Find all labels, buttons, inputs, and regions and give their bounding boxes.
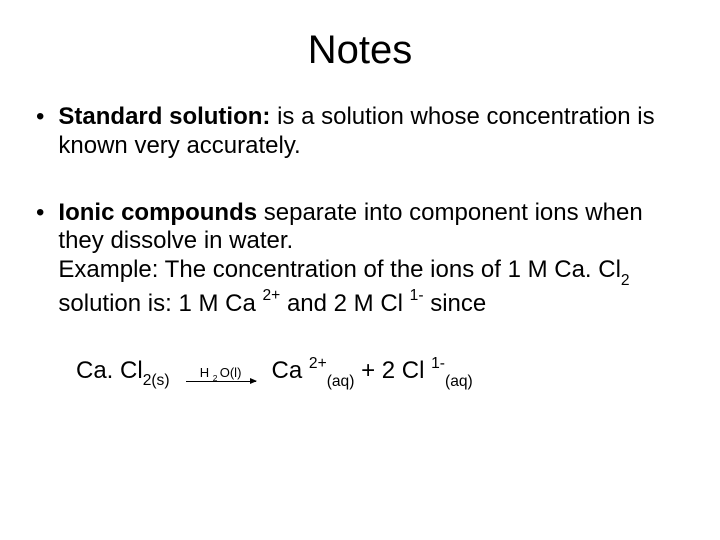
reaction-arrow: H 2 O(l) bbox=[186, 365, 256, 382]
bullet-item-standard-solution: • Standard solution: is a solution whose… bbox=[36, 103, 684, 161]
arrow-label-ol: O(l) bbox=[220, 365, 242, 380]
arrow-label-sub: 2 bbox=[213, 373, 220, 383]
term-standard-solution: Standard solution: bbox=[58, 103, 270, 130]
example-text-cont2: and 2 M Cl bbox=[280, 290, 409, 317]
reactant: Ca. Cl2(s) bbox=[76, 357, 170, 390]
page-title: Notes bbox=[36, 28, 684, 73]
reactant-subscript: 2(s) bbox=[143, 372, 170, 389]
example-text: Example: The concentration of the ions o… bbox=[58, 256, 621, 283]
subscript-2: 2 bbox=[621, 272, 630, 289]
superscript-1minus: 1- bbox=[410, 287, 424, 304]
bullet-marker: • bbox=[36, 199, 44, 319]
arrow-line-icon bbox=[186, 381, 256, 382]
bullet-item-ionic-compounds: • Ionic compounds separate into componen… bbox=[36, 199, 684, 319]
product1-charge: 2+ bbox=[309, 355, 327, 372]
bullet-content: Standard solution: is a solution whose c… bbox=[58, 103, 684, 161]
arrow-label-h: H bbox=[200, 365, 213, 380]
term-ionic-compounds: Ionic compounds bbox=[58, 199, 257, 226]
example-text-cont: solution is: 1 M Ca bbox=[58, 290, 262, 317]
product2-charge: 1- bbox=[431, 355, 445, 372]
bullet-marker: • bbox=[36, 103, 44, 161]
product1-state: (aq) bbox=[327, 373, 355, 390]
product1-formula: Ca bbox=[272, 357, 309, 384]
example-text-cont3: since bbox=[424, 290, 487, 317]
product2-state: (aq) bbox=[445, 373, 473, 390]
equation-plus: + 2 Cl bbox=[354, 357, 431, 384]
chemical-equation: Ca. Cl2(s) H 2 O(l) Ca 2+(aq) + 2 Cl 1-(… bbox=[76, 356, 684, 390]
bullet-content: Ionic compounds separate into component … bbox=[58, 199, 684, 319]
reactant-formula: Ca. Cl bbox=[76, 357, 143, 384]
products: Ca 2+(aq) + 2 Cl 1-(aq) bbox=[272, 356, 473, 390]
superscript-2plus: 2+ bbox=[263, 287, 281, 304]
